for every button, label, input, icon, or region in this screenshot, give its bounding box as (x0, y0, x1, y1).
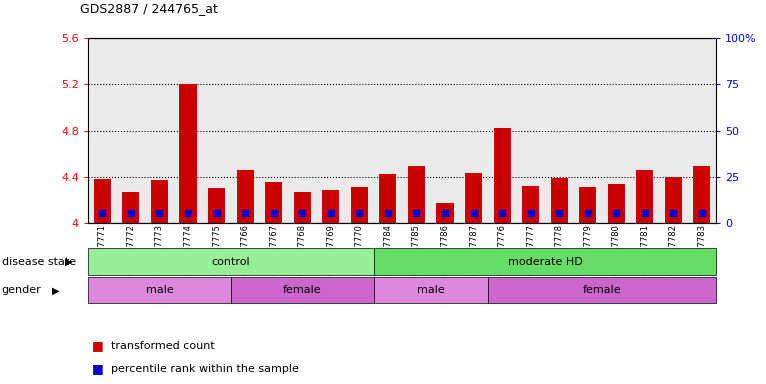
Text: control: control (211, 257, 250, 266)
Bar (430, 38, 460, 223)
Point (696, 210, 708, 216)
Bar (579, 187, 596, 384)
Point (267, 210, 280, 216)
Bar (637, 170, 653, 384)
Bar (688, 38, 716, 223)
Bar (179, 84, 197, 384)
Bar (174, 38, 202, 223)
Point (97, 210, 109, 217)
Bar (408, 166, 425, 384)
Bar (693, 166, 711, 384)
Bar (293, 192, 311, 384)
Bar (607, 184, 625, 384)
Text: moderate HD: moderate HD (508, 257, 582, 266)
Point (125, 210, 137, 217)
Point (325, 210, 337, 217)
Bar (231, 38, 260, 223)
Bar (522, 186, 539, 384)
Bar (265, 182, 282, 384)
Bar (379, 174, 397, 384)
Text: male: male (146, 285, 173, 295)
Bar (202, 38, 231, 223)
Bar (488, 38, 516, 223)
Text: ■: ■ (92, 362, 103, 375)
Point (496, 210, 508, 216)
Bar (374, 38, 402, 223)
Point (553, 210, 565, 217)
Bar (345, 38, 374, 223)
Point (296, 210, 309, 217)
Text: female: female (583, 285, 621, 295)
Bar (351, 187, 368, 384)
Bar (516, 38, 545, 223)
Bar (460, 38, 488, 223)
Bar (402, 38, 430, 223)
Text: disease state: disease state (2, 257, 76, 266)
Point (439, 210, 451, 217)
Point (182, 210, 194, 216)
Bar (322, 190, 339, 384)
Bar (151, 180, 168, 384)
Bar (316, 38, 345, 223)
Bar (437, 203, 453, 384)
Text: percentile rank within the sample: percentile rank within the sample (111, 364, 299, 374)
Bar (93, 179, 111, 384)
Bar (288, 38, 316, 223)
Bar (574, 38, 602, 223)
Point (525, 210, 537, 216)
Point (153, 210, 165, 216)
Point (411, 210, 423, 216)
Bar (237, 170, 254, 384)
Bar (146, 38, 174, 223)
Bar (545, 38, 574, 223)
Point (639, 210, 651, 216)
Text: female: female (283, 285, 322, 295)
Point (611, 210, 623, 217)
Point (381, 210, 394, 216)
Text: ■: ■ (92, 339, 103, 352)
Bar (551, 178, 568, 384)
Bar (493, 128, 511, 384)
Bar (208, 188, 225, 384)
Bar (123, 192, 139, 384)
Point (581, 210, 594, 217)
Text: ▶: ▶ (52, 285, 60, 295)
Bar (602, 38, 630, 223)
Bar (665, 177, 682, 384)
Point (667, 210, 679, 216)
Text: transformed count: transformed count (111, 341, 214, 351)
Point (467, 210, 480, 216)
Text: GDS2887 / 244765_at: GDS2887 / 244765_at (80, 2, 218, 15)
Point (239, 210, 251, 216)
Bar (630, 38, 659, 223)
Point (211, 210, 223, 217)
Point (353, 210, 365, 216)
Text: gender: gender (2, 285, 41, 295)
Bar (659, 38, 688, 223)
Text: ▶: ▶ (65, 257, 73, 266)
Bar (88, 38, 116, 223)
Bar (465, 173, 482, 384)
Bar (260, 38, 288, 223)
Text: male: male (417, 285, 444, 295)
Bar (116, 38, 146, 223)
